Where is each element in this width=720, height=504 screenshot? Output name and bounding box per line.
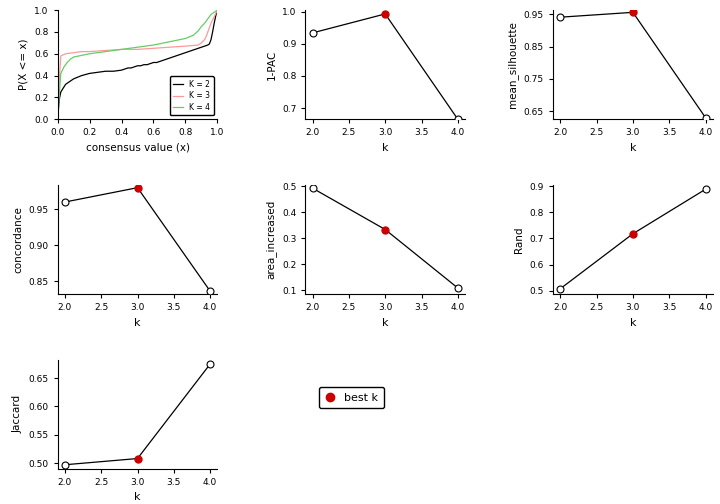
Y-axis label: area_increased: area_increased (266, 200, 276, 279)
Y-axis label: concordance: concordance (13, 206, 23, 273)
X-axis label: k: k (630, 318, 636, 328)
X-axis label: k: k (382, 318, 389, 328)
X-axis label: k: k (134, 492, 140, 502)
Y-axis label: P(X <= x): P(X <= x) (19, 39, 29, 90)
X-axis label: k: k (630, 143, 636, 153)
X-axis label: consensus value (x): consensus value (x) (86, 143, 189, 153)
X-axis label: k: k (134, 318, 140, 328)
Y-axis label: Rand: Rand (514, 226, 524, 253)
Legend: K = 2, K = 3, K = 4: K = 2, K = 3, K = 4 (170, 76, 214, 115)
Y-axis label: mean_silhouette: mean_silhouette (508, 21, 518, 108)
Y-axis label: Jaccard: Jaccard (13, 395, 23, 433)
X-axis label: k: k (382, 143, 389, 153)
Y-axis label: 1-PAC: 1-PAC (266, 49, 276, 80)
Legend: best k: best k (319, 387, 384, 408)
